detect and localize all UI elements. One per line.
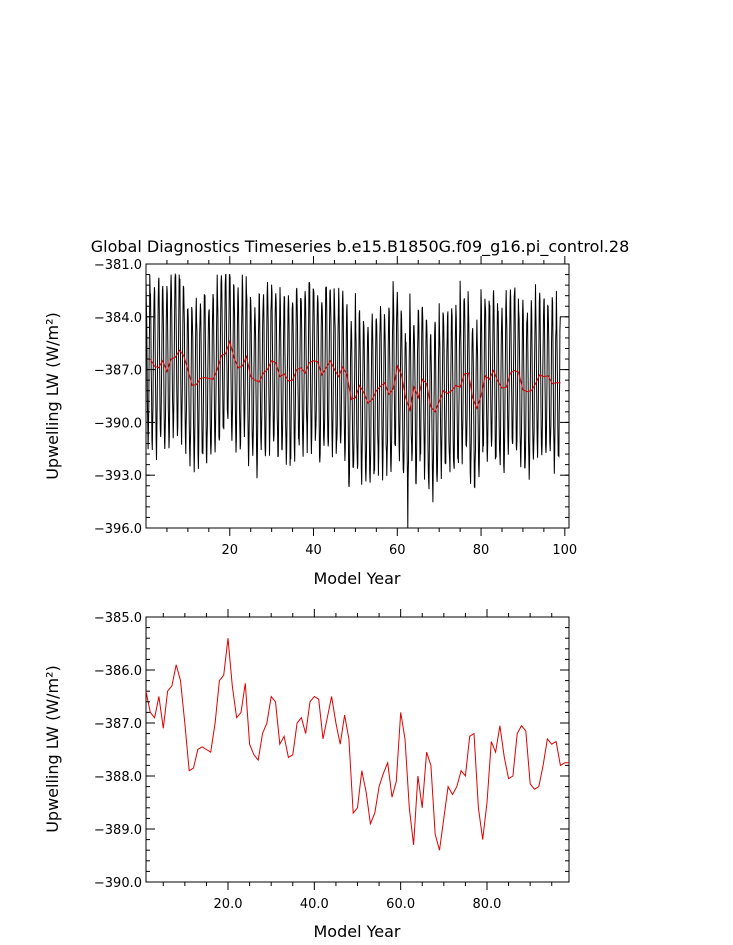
top-x-tick-label: 100 [552, 543, 577, 558]
bottom-y-axis-title: Upwelling LW (W/m²) [43, 665, 62, 833]
figure-title: Global Diagnostics Timeseries b.e15.B185… [91, 237, 630, 257]
bottom-x-axis-title: Model Year [314, 922, 401, 941]
bottom-y-ticks: −390.0 −389.0 −388.0 −387.0 −386.0 −385.0 [94, 611, 569, 891]
top-annual-line [149, 339, 561, 413]
bottom-y-tick-label: −388.0 [94, 770, 142, 785]
top-panel: 20 40 60 80 100 −396.0 −393.0 −390.0 −387.0 −384… [43, 256, 577, 588]
bottom-x-tick-label: 60.0 [386, 897, 415, 912]
bottom-y-tick-label: −385.0 [94, 611, 142, 626]
top-x-tick-label: 80 [473, 543, 490, 558]
top-x-tick-label: 60 [389, 543, 406, 558]
top-x-tick-label: 40 [305, 543, 322, 558]
bottom-x-tick-label: 20.0 [214, 897, 243, 912]
top-y-tick-label: −396.0 [94, 522, 142, 537]
bottom-panel: 20.0 40.0 60.0 80.0 −390.0 −389.0 −388.0 −387.… [43, 609, 570, 941]
bottom-plot-frame [145, 616, 570, 883]
bottom-y-tick-label: −387.0 [94, 717, 142, 732]
bottom-y-tick-label: −386.0 [94, 664, 142, 679]
top-y-tick-label: −384.0 [94, 311, 142, 326]
top-y-tick-label: −381.0 [94, 258, 142, 273]
top-annual-series [149, 339, 561, 413]
top-plot-frame [145, 263, 570, 529]
bottom-y-tick-label: −390.0 [94, 876, 142, 891]
top-y-tick-label: −387.0 [94, 364, 142, 379]
bottom-x-tick-label: 80.0 [473, 897, 502, 912]
top-y-axis-title: Upwelling LW (W/m²) [43, 312, 62, 480]
top-x-ticks: 20 40 60 80 100 [166, 256, 577, 558]
top-y-tick-label: −390.0 [94, 416, 142, 431]
top-y-ticks: −396.0 −393.0 −390.0 −387.0 −384.0 −381.0 [94, 258, 569, 537]
bottom-annual-line [145, 638, 569, 851]
bottom-annual-series [145, 638, 569, 851]
top-monthly-series [145, 272, 561, 529]
top-y-tick-label: −393.0 [94, 469, 142, 484]
bottom-y-tick-label: −389.0 [94, 823, 142, 838]
top-monthly-line [145, 272, 561, 529]
top-x-axis-title: Model Year [314, 569, 401, 588]
bottom-x-tick-label: 40.0 [300, 897, 329, 912]
bottom-x-ticks: 20.0 40.0 60.0 80.0 [162, 609, 553, 912]
top-x-tick-label: 20 [221, 543, 238, 558]
